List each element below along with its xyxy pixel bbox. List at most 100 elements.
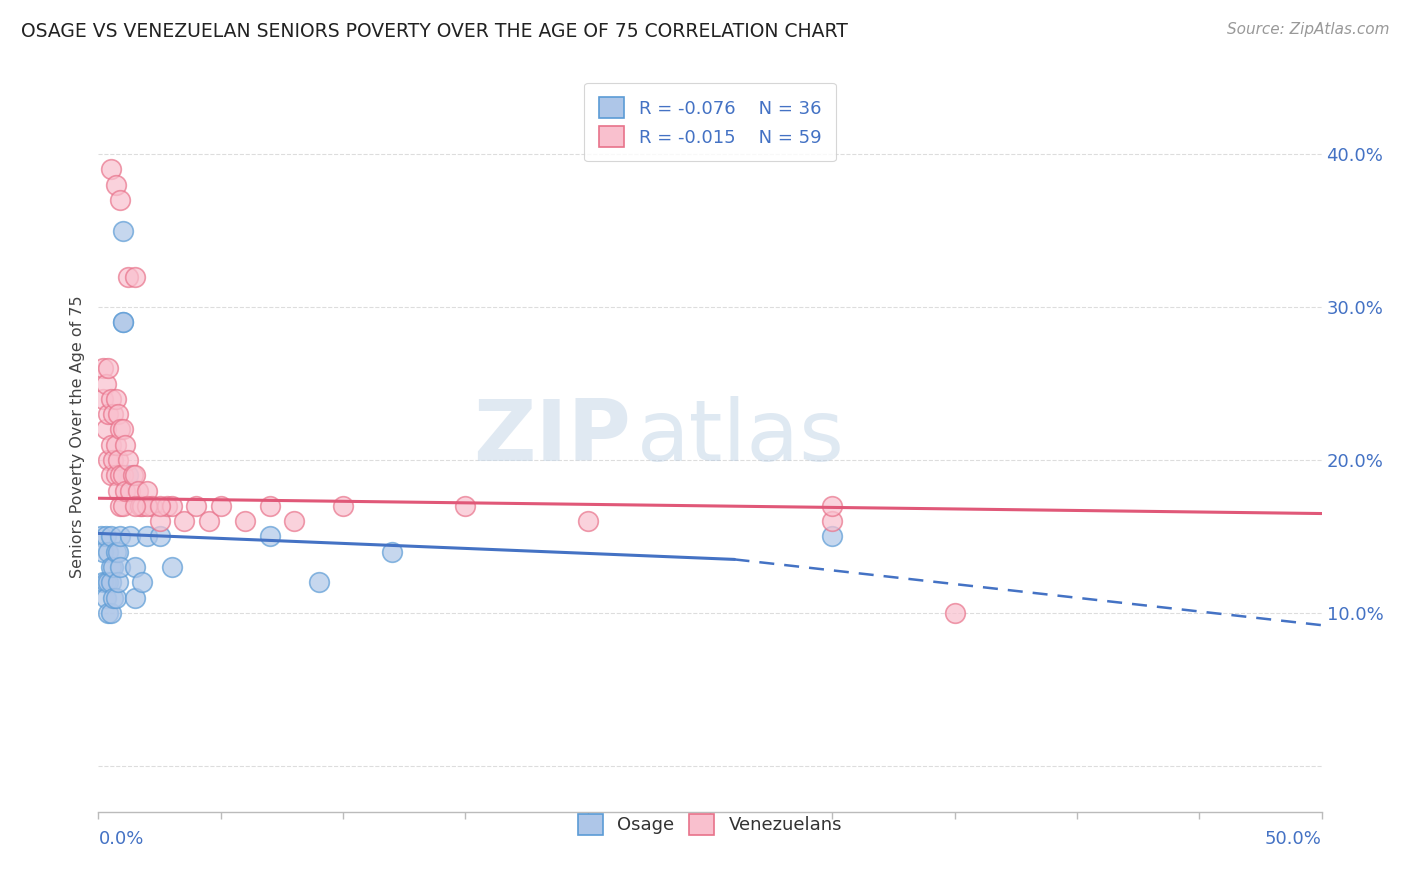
Point <box>101 560 124 574</box>
Point <box>111 315 134 329</box>
Text: Source: ZipAtlas.com: Source: ZipAtlas.com <box>1226 22 1389 37</box>
Point <box>259 529 281 543</box>
Point <box>149 499 172 513</box>
Point <box>107 483 129 498</box>
Point <box>91 361 114 376</box>
Point <box>104 178 127 192</box>
Text: 0.0%: 0.0% <box>98 830 143 848</box>
Point <box>111 499 134 513</box>
Point <box>110 422 132 436</box>
Point <box>90 529 112 543</box>
Point <box>94 422 117 436</box>
Point <box>111 224 134 238</box>
Point <box>111 422 134 436</box>
Point <box>100 162 122 177</box>
Point <box>121 468 143 483</box>
Point <box>110 193 132 207</box>
Point <box>91 545 114 559</box>
Point <box>97 575 120 590</box>
Point <box>131 499 153 513</box>
Point <box>454 499 477 513</box>
Point <box>308 575 330 590</box>
Point <box>110 468 132 483</box>
Text: ZIP: ZIP <box>472 395 630 479</box>
Point <box>576 514 599 528</box>
Point <box>104 468 127 483</box>
Point <box>101 407 124 421</box>
Point <box>197 514 219 528</box>
Point <box>120 529 142 543</box>
Point <box>107 453 129 467</box>
Point <box>97 606 120 620</box>
Point <box>160 499 183 513</box>
Text: 50.0%: 50.0% <box>1265 830 1322 848</box>
Point <box>100 468 122 483</box>
Point <box>209 499 232 513</box>
Point <box>821 499 844 513</box>
Point <box>114 438 136 452</box>
Point <box>124 468 146 483</box>
Point <box>186 499 208 513</box>
Point <box>233 514 256 528</box>
Point <box>100 606 122 620</box>
Point <box>97 545 120 559</box>
Point <box>94 376 117 391</box>
Point <box>100 529 122 543</box>
Point <box>160 560 183 574</box>
Point <box>114 483 136 498</box>
Point <box>124 560 146 574</box>
Point <box>100 438 122 452</box>
Point <box>104 438 127 452</box>
Point <box>381 545 404 559</box>
Point <box>141 499 163 513</box>
Point <box>94 575 117 590</box>
Point <box>111 468 134 483</box>
Point <box>332 499 354 513</box>
Point <box>107 407 129 421</box>
Point <box>101 591 124 605</box>
Point <box>110 560 132 574</box>
Point <box>110 499 132 513</box>
Point <box>97 407 120 421</box>
Text: OSAGE VS VENEZUELAN SENIORS POVERTY OVER THE AGE OF 75 CORRELATION CHART: OSAGE VS VENEZUELAN SENIORS POVERTY OVER… <box>21 22 848 41</box>
Point <box>173 514 195 528</box>
Point <box>117 468 139 483</box>
Point <box>943 606 966 620</box>
Point <box>97 361 120 376</box>
Point <box>104 545 127 559</box>
Point <box>821 514 844 528</box>
Point <box>100 575 122 590</box>
Point <box>283 514 305 528</box>
Point <box>91 575 114 590</box>
Y-axis label: Seniors Poverty Over the Age of 75: Seniors Poverty Over the Age of 75 <box>69 296 84 578</box>
Point <box>97 453 120 467</box>
Point <box>136 483 159 498</box>
Point <box>100 392 122 406</box>
Point <box>100 560 122 574</box>
Legend: Osage, Venezuelans: Osage, Venezuelans <box>569 805 851 844</box>
Point <box>156 499 179 513</box>
Point <box>149 529 172 543</box>
Point <box>149 514 172 528</box>
Point <box>107 575 129 590</box>
Point <box>91 392 114 406</box>
Point <box>117 453 139 467</box>
Point <box>136 529 159 543</box>
Text: atlas: atlas <box>637 395 845 479</box>
Point <box>127 483 149 498</box>
Point <box>120 483 142 498</box>
Point <box>259 499 281 513</box>
Point <box>821 529 844 543</box>
Point <box>129 499 152 513</box>
Point <box>117 269 139 284</box>
Point <box>94 591 117 605</box>
Point <box>131 575 153 590</box>
Point <box>124 269 146 284</box>
Point <box>136 499 159 513</box>
Point <box>101 453 124 467</box>
Point <box>104 392 127 406</box>
Point <box>110 529 132 543</box>
Point <box>107 545 129 559</box>
Point <box>124 499 146 513</box>
Point <box>94 529 117 543</box>
